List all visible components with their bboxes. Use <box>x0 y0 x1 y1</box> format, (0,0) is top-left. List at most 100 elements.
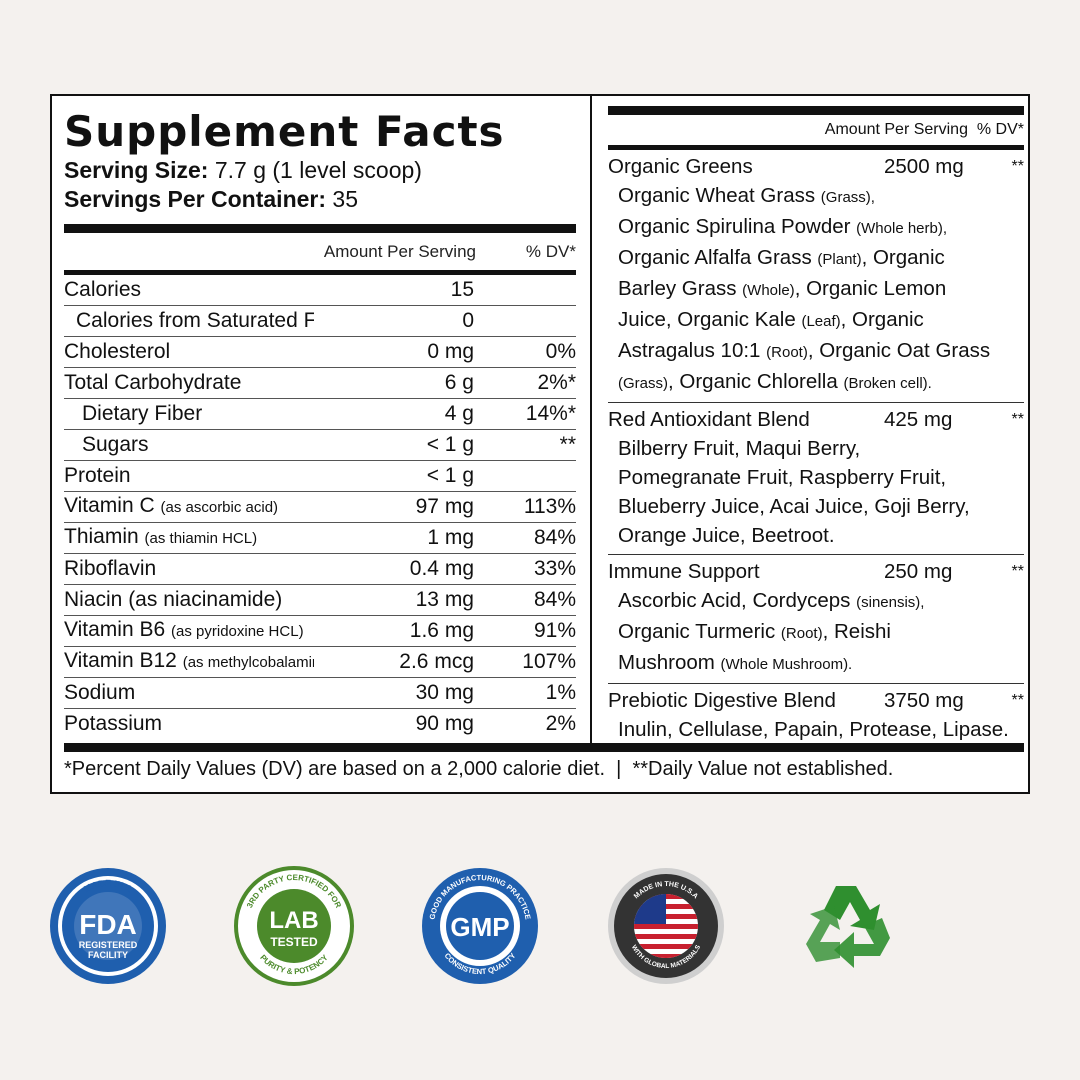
blend-block: Immune Support 250 mg ** Ascorbic Acid, Cor… <box>608 555 1024 684</box>
ingredient-part-detail: (Leaf) <box>801 313 841 330</box>
lab-main-text: LAB <box>269 907 318 934</box>
blend-name: Organic Greens <box>608 155 753 178</box>
ingredient-text: Organic Spirulina Powder <box>618 215 857 238</box>
ingredient-part-detail: (Grass), <box>820 189 875 206</box>
blend-amount: 250 mg <box>884 560 953 583</box>
nutrient-name-text: Calories <box>64 278 142 301</box>
right-column-header: Amount Per Serving % DV* <box>824 121 1024 138</box>
lab-line2: TESTED <box>270 935 318 949</box>
blend-dv: ** <box>1011 158 1024 175</box>
nutrient-amount: 2.6 mcg <box>399 650 474 673</box>
nutrient-name: Total Carbohydrate <box>64 368 314 398</box>
nutrient-name: Vitamin C (as ascorbic acid) <box>64 491 314 523</box>
nutrient-name-text: Sodium <box>64 681 136 704</box>
blend-block: Prebiotic Digestive Blend 3750 mg ** Inulin… <box>608 684 1024 748</box>
us-flag-icon <box>634 894 698 958</box>
blend-ingredients-line: Organic Alfalfa Grass (Plant), Organic <box>608 243 1024 274</box>
nutrient-dv: 2%* <box>537 371 576 394</box>
nutrient-name: Vitamin B12 (as methylcobalamin) <box>64 646 314 678</box>
nutrient-name-text: Calories from Saturated Fat <box>76 309 314 332</box>
ingredient-part-detail: (Grass) <box>618 375 668 392</box>
ingredient-text: Orange Juice, Beetroot. <box>618 524 835 547</box>
lab-tested-badge: 3RD PARTY CERTIFIED FOR PURITY & POTENCY… <box>234 866 354 986</box>
serving-size-value: 7.7 g (1 level scoop) <box>214 157 422 183</box>
nutrient-source: (as thiamin HCL) <box>144 530 258 547</box>
nutrient-name-text: Niacin (as niacinamide) <box>64 588 283 611</box>
ingredient-text: Mushroom <box>618 651 721 674</box>
nutrient-amount: 13 mg <box>415 588 474 611</box>
nutrient-name: Protein <box>64 461 314 491</box>
nutrient-name: Sugars <box>64 430 314 460</box>
nutrient-row: Calories 15 <box>64 275 576 306</box>
panel-title: Supplement Facts <box>64 107 505 156</box>
ingredient-part-detail: (Whole) <box>742 282 795 299</box>
nutrient-dv: 84% <box>533 526 576 549</box>
nutrient-dv: 33% <box>533 557 576 580</box>
right-column: Amount Per Serving % DV* Organic Greens 2… <box>608 96 1024 748</box>
nutrient-amount: < 1 g <box>426 433 474 456</box>
ingredient-text: Inulin, Cellulase, Papain, Protease, Lip… <box>618 718 1009 741</box>
ingredient-text: Ascorbic Acid, Cordyceps <box>618 589 857 612</box>
blend-header: Organic Greens 2500 mg ** <box>608 152 1024 181</box>
blend-dv: ** <box>1011 411 1024 428</box>
blend-dv: ** <box>1011 563 1024 580</box>
nutrient-name: Riboflavin <box>64 554 314 584</box>
nutrient-row: Potassium 90 mg 2% <box>64 709 576 739</box>
nutrient-row: Cholesterol 0 mg 0% <box>64 337 576 368</box>
blend-ingredients-line: Orange Juice, Beetroot. <box>608 521 1024 550</box>
nutrient-source: (as methylcobalamin) <box>182 654 314 671</box>
nutrient-amount: 0.4 mg <box>409 557 474 580</box>
blend-amount: 3750 mg <box>884 689 964 712</box>
nutrient-name-text: Potassium <box>64 712 163 735</box>
nutrient-name-text: Dietary Fiber <box>82 402 203 425</box>
supplement-facts-panel: Supplement Facts Serving Size: 7.7 g (1 … <box>50 94 1030 794</box>
blend-name: Red Antioxidant Blend <box>608 408 810 431</box>
certification-badges: MADE IN A FDA REGISTERED FACILITY 3RD PA… <box>0 866 1080 986</box>
nutrient-name: Calories <box>64 275 314 305</box>
ingredient-text: Pomegranate Fruit, Raspberry Fruit, <box>618 466 947 489</box>
nutrient-amount: 6 g <box>444 371 474 394</box>
ingredient-text: Juice, Organic Kale <box>618 308 802 331</box>
nutrient-dv: ** <box>559 433 576 456</box>
blend-block: Red Antioxidant Blend 425 mg ** Bilberry Fr… <box>608 403 1024 555</box>
servings-per-container: Servings Per Container: 35 <box>64 185 576 214</box>
nutrient-source: (as ascorbic acid) <box>160 499 279 516</box>
nutrient-dv: 14%* <box>525 402 576 425</box>
blend-name: Prebiotic Digestive Blend <box>608 689 836 712</box>
thick-divider <box>64 224 576 233</box>
nutrient-row: Sugars < 1 g ** <box>64 430 576 461</box>
blend-amount: 2500 mg <box>884 155 964 178</box>
nutrient-row: Vitamin B12 (as methylcobalamin) 2.6 mcg 1… <box>64 647 576 678</box>
nutrient-name-text: Cholesterol <box>64 340 171 363</box>
nutrient-dv: 84% <box>533 588 576 611</box>
nutrient-amount: 0 mg <box>427 340 474 363</box>
nutrient-dv: 0% <box>545 340 576 363</box>
fda-line2: REGISTERED <box>79 940 138 950</box>
ingredient-text: , Organic Oat Grass <box>807 339 991 362</box>
ingredient-text: , Organic <box>840 308 924 331</box>
blend-ingredients-line: Organic Spirulina Powder (Whole herb), <box>608 212 1024 243</box>
blend-block: Organic Greens 2500 mg ** Organic Wheat Gra… <box>608 150 1024 403</box>
nutrient-dv: 1% <box>545 681 576 704</box>
blend-ingredients-line: Juice, Organic Kale (Leaf), Organic <box>608 305 1024 336</box>
nutrient-name: Sodium <box>64 678 314 708</box>
ingredient-text: Organic Alfalfa Grass <box>618 246 818 269</box>
gmp-main-text: GMP <box>450 912 509 942</box>
ingredient-part-detail: (Root) <box>766 344 808 361</box>
footnote: *Percent Daily Values (DV) are based on … <box>64 758 894 780</box>
nutrient-row: Vitamin B6 (as pyridoxine HCL) 1.6 mg 91% <box>64 616 576 647</box>
nutrient-amount: 1.6 mg <box>409 619 474 642</box>
nutrient-name-text: Sugars <box>82 433 149 456</box>
nutrient-amount: 90 mg <box>415 712 474 735</box>
nutrient-name-text: Protein <box>64 464 131 487</box>
nutrient-row: Protein < 1 g <box>64 461 576 492</box>
fda-registered-badge: MADE IN A FDA REGISTERED FACILITY <box>50 868 166 984</box>
fda-main-text: FDA <box>79 909 137 940</box>
nutrient-dv: 113% <box>523 495 576 518</box>
nutrient-amount: 15 <box>450 278 474 301</box>
dv-header: % DV* <box>525 241 576 261</box>
blend-list: Organic Greens 2500 mg ** Organic Wheat Gra… <box>608 150 1024 748</box>
servings-value: 35 <box>332 186 359 212</box>
recycle-icon <box>806 886 890 968</box>
nutrient-name: Calories from Saturated Fat <box>64 306 314 336</box>
